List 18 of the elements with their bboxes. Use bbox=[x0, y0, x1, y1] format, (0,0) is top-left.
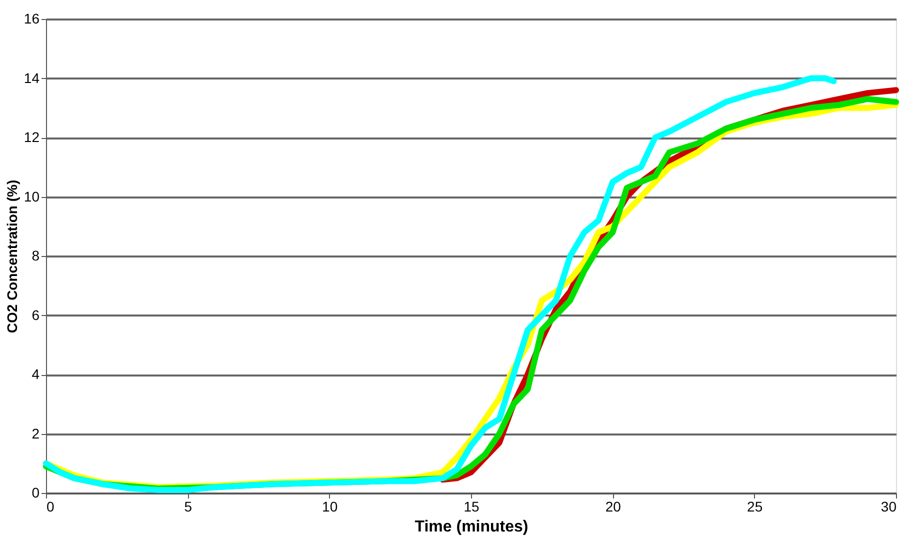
y-tick-label: 0 bbox=[32, 484, 40, 500]
x-tick-label: 5 bbox=[184, 498, 192, 514]
y-tick-label: 6 bbox=[32, 306, 40, 323]
y-tick-label: 8 bbox=[32, 248, 40, 264]
y-tick-label: 4 bbox=[32, 366, 40, 382]
y-axis-title: CO2 Concentration (%) bbox=[4, 180, 20, 334]
y-tick-label: 14 bbox=[24, 70, 40, 86]
y-tick-label: 12 bbox=[24, 129, 40, 145]
x-axis-title: Time (minutes) bbox=[414, 518, 528, 536]
x-tick-label: 0 bbox=[46, 498, 54, 514]
x-tick-label: 15 bbox=[464, 498, 480, 514]
x-tick-label: 10 bbox=[322, 498, 338, 514]
y-tick-label: 2 bbox=[32, 425, 40, 442]
y-tick-label: 10 bbox=[24, 188, 40, 204]
x-tick-label: 25 bbox=[747, 498, 763, 514]
x-tick-label: 20 bbox=[605, 498, 622, 514]
x-tick-label: 30 bbox=[880, 498, 897, 514]
y-tick-label: 16 bbox=[24, 10, 40, 26]
